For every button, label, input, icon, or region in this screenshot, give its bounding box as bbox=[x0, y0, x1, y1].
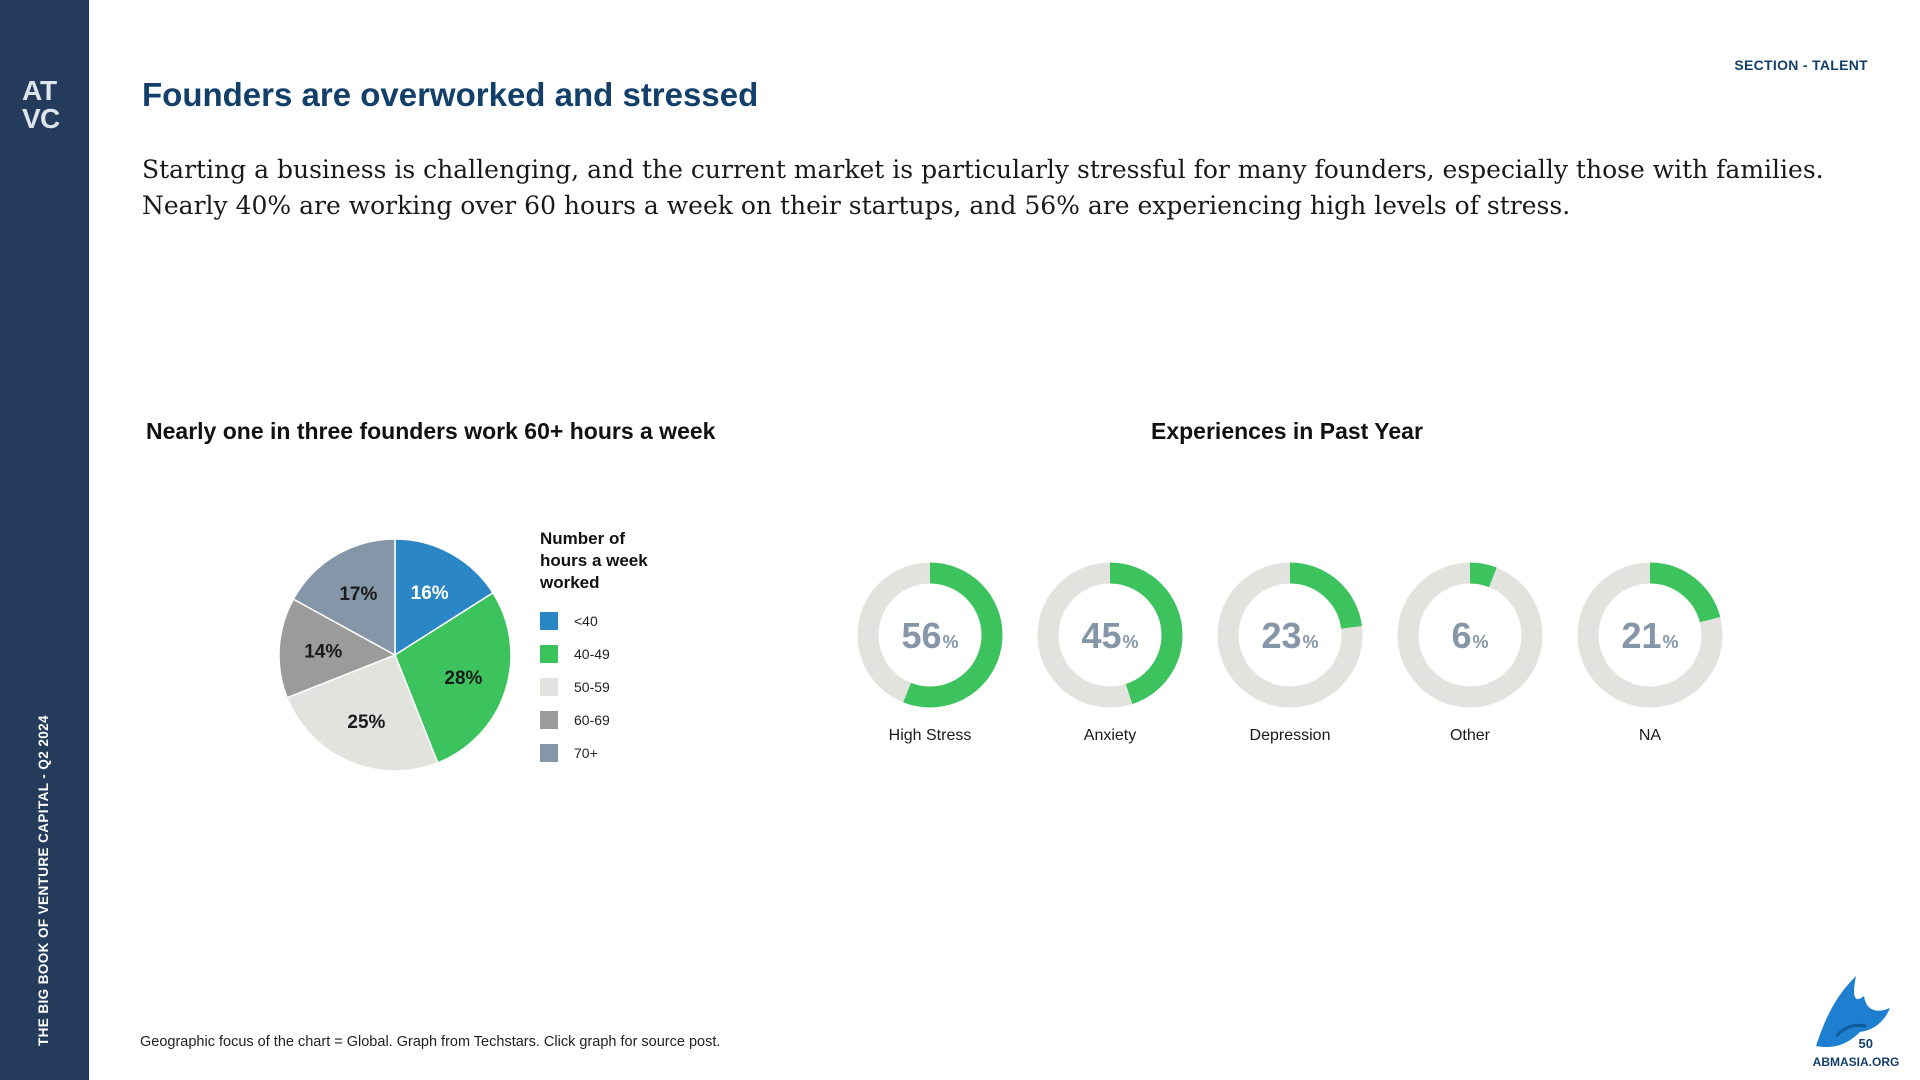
pie-slice-50-59[interactable] bbox=[286, 654, 439, 772]
pie-label-50-59: 25% bbox=[347, 712, 385, 733]
pie-label-70-plus: 17% bbox=[339, 584, 377, 605]
svg-text:C: C bbox=[40, 103, 60, 130]
donut-label: NA bbox=[1639, 727, 1662, 744]
pie-slice-70-plus[interactable] bbox=[292, 538, 396, 657]
hours-pie-chart[interactable]: 16% 28% 25% 14% 17% bbox=[260, 520, 530, 790]
legend-label: <40 bbox=[574, 612, 598, 629]
donut-value: 6% bbox=[1451, 615, 1488, 656]
donut-arc bbox=[1577, 562, 1723, 708]
experiences-donut-charts[interactable]: 56% High Stress 45% Anxiety 23% Depression 6% O… bbox=[830, 540, 1760, 770]
donut-label: Other bbox=[1450, 727, 1491, 744]
legend-item-60-69: 60-69 bbox=[540, 703, 670, 736]
donut-value: 56% bbox=[901, 615, 958, 656]
legend-label: 40-49 bbox=[574, 645, 610, 662]
pie-label-60-69: 14% bbox=[304, 641, 342, 662]
sidebar: A T V C THE BIG BOOK OF VENTURE CAPITAL … bbox=[0, 0, 89, 1080]
pie-label-40-49: 28% bbox=[444, 668, 482, 689]
eagle-watermark-icon: ABMASIA.ORG bbox=[1813, 976, 1900, 1069]
donut-value: 45% bbox=[1081, 615, 1138, 656]
legend-label: 70+ bbox=[574, 744, 598, 761]
legend-swatch bbox=[540, 677, 558, 696]
legend-title: Number of hours a week worked bbox=[540, 529, 648, 592]
donut-arc bbox=[1037, 562, 1183, 708]
legend-item-40-49: 40-49 bbox=[540, 637, 670, 670]
donut-depression[interactable]: 23% Depression bbox=[1217, 562, 1363, 744]
legend-swatch bbox=[540, 743, 558, 762]
atvc-logo: A T V C bbox=[22, 75, 60, 130]
report-title-vertical: THE BIG BOOK OF VENTURE CAPITAL - Q2 202… bbox=[36, 715, 51, 1046]
donut-arc bbox=[1397, 562, 1543, 708]
donut-arc bbox=[1217, 562, 1363, 708]
legend-item-50-59: 50-59 bbox=[540, 670, 670, 703]
pie-legend: Number of hours a week worked <40 40-49 50… bbox=[540, 528, 670, 769]
watermark-text: ABMASIA.ORG bbox=[1813, 1055, 1900, 1069]
svg-text:A: A bbox=[22, 75, 42, 106]
donut-high-stress[interactable]: 56% High Stress bbox=[857, 562, 1003, 744]
donut-value: 23% bbox=[1261, 615, 1318, 656]
legend-swatch bbox=[540, 710, 558, 729]
svg-text:V: V bbox=[22, 103, 41, 130]
source-footnote[interactable]: Geographic focus of the chart = Global. … bbox=[140, 1034, 721, 1050]
pie-slice-40-49[interactable] bbox=[394, 591, 512, 764]
pie-slice-60-69[interactable] bbox=[278, 598, 397, 699]
page-number: 50 bbox=[1858, 1036, 1873, 1051]
legend-item-lt-40: <40 bbox=[540, 604, 670, 637]
donut-label: Depression bbox=[1250, 727, 1331, 744]
pie-slice-lt-40[interactable] bbox=[394, 538, 494, 657]
legend-swatch bbox=[540, 644, 558, 663]
legend-label: 60-69 bbox=[574, 711, 610, 728]
donut-arc bbox=[857, 562, 1003, 708]
section-label: SECTION - TALENT bbox=[1734, 57, 1868, 73]
intro-paragraph: Starting a business is challenging, and … bbox=[142, 155, 1824, 220]
donut-chart-title: Experiences in Past Year bbox=[1151, 418, 1423, 444]
donut-label: Anxiety bbox=[1084, 727, 1136, 744]
donut-na[interactable]: 21% NA bbox=[1577, 562, 1723, 744]
page-title: Founders are overworked and stressed bbox=[142, 76, 759, 113]
donut-label: High Stress bbox=[889, 727, 972, 744]
legend-label: 50-59 bbox=[574, 678, 610, 695]
pie-label-lt-40: 16% bbox=[411, 583, 449, 604]
svg-text:T: T bbox=[40, 75, 57, 106]
legend-swatch bbox=[540, 611, 558, 630]
donut-other[interactable]: 6% Other bbox=[1397, 562, 1543, 744]
donut-value: 21% bbox=[1621, 615, 1678, 656]
pie-chart-title: Nearly one in three founders work 60+ ho… bbox=[146, 418, 716, 444]
legend-item-70-plus: 70+ bbox=[540, 736, 670, 769]
donut-anxiety[interactable]: 45% Anxiety bbox=[1037, 562, 1183, 744]
